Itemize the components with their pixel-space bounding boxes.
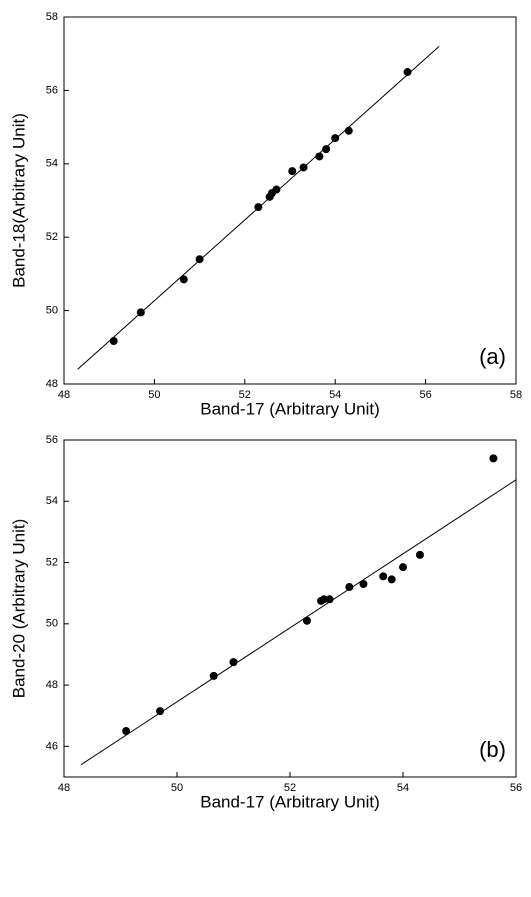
y-tick-label: 50	[46, 618, 58, 630]
data-point	[344, 126, 353, 135]
data-point	[156, 707, 165, 716]
fit-line	[80, 479, 517, 766]
data-point	[403, 68, 412, 77]
y-tick-label: 48	[46, 378, 58, 390]
y-tick-label: 54	[46, 158, 58, 170]
x-tick-label: 56	[419, 389, 431, 401]
data-point	[195, 255, 204, 264]
panel-label: (b)	[479, 737, 506, 762]
data-point	[136, 308, 145, 317]
y-tick-label: 50	[46, 305, 58, 317]
x-axis-label: Band-17 (Arbitrary Unit)	[200, 792, 380, 811]
y-axis-label: Band-18(Arbitrary Unit)	[9, 113, 28, 288]
data-point	[331, 134, 340, 143]
data-point	[387, 575, 396, 584]
panel-label: (a)	[479, 344, 506, 369]
y-tick-label: 54	[46, 495, 58, 507]
x-tick-label: 58	[510, 389, 522, 401]
data-point	[229, 658, 238, 667]
y-tick-label: 48	[46, 679, 58, 691]
data-point	[359, 579, 368, 588]
x-tick-label: 56	[510, 782, 522, 794]
data-point	[122, 727, 131, 736]
data-point	[489, 454, 498, 463]
x-tick-label: 54	[329, 389, 341, 401]
data-point	[288, 167, 297, 176]
y-tick-label: 56	[46, 434, 58, 446]
y-tick-label: 52	[46, 556, 58, 568]
data-point	[399, 563, 407, 572]
data-point	[299, 163, 308, 172]
data-point	[415, 550, 424, 559]
y-axis-label: Band-20 (Arbitrary Unit)	[9, 519, 28, 699]
plot-frame	[63, 16, 517, 385]
x-tick-label: 50	[148, 389, 160, 401]
x-tick-label: 48	[58, 782, 70, 794]
x-axis-label: Band-17 (Arbitrary Unit)	[200, 399, 380, 418]
x-tick-label: 48	[58, 389, 70, 401]
data-point	[379, 572, 388, 581]
x-tick-label: 50	[171, 782, 183, 794]
y-tick-label: 52	[46, 231, 58, 243]
data-point	[272, 185, 281, 194]
data-point	[109, 337, 118, 346]
data-point	[345, 583, 354, 592]
data-point	[179, 275, 188, 284]
plot-frame	[63, 439, 517, 778]
x-tick-label: 54	[397, 782, 409, 794]
data-point	[325, 595, 334, 604]
data-point	[254, 203, 263, 212]
data-point	[209, 671, 218, 680]
x-tick-label: 52	[284, 782, 296, 794]
x-tick-label: 52	[239, 389, 251, 401]
y-tick-label: 58	[46, 11, 58, 23]
data-point	[315, 152, 324, 161]
data-point	[322, 145, 331, 154]
y-tick-label: 56	[46, 84, 58, 96]
data-point	[302, 616, 311, 625]
y-tick-label: 46	[46, 740, 58, 752]
data-point	[319, 595, 328, 604]
